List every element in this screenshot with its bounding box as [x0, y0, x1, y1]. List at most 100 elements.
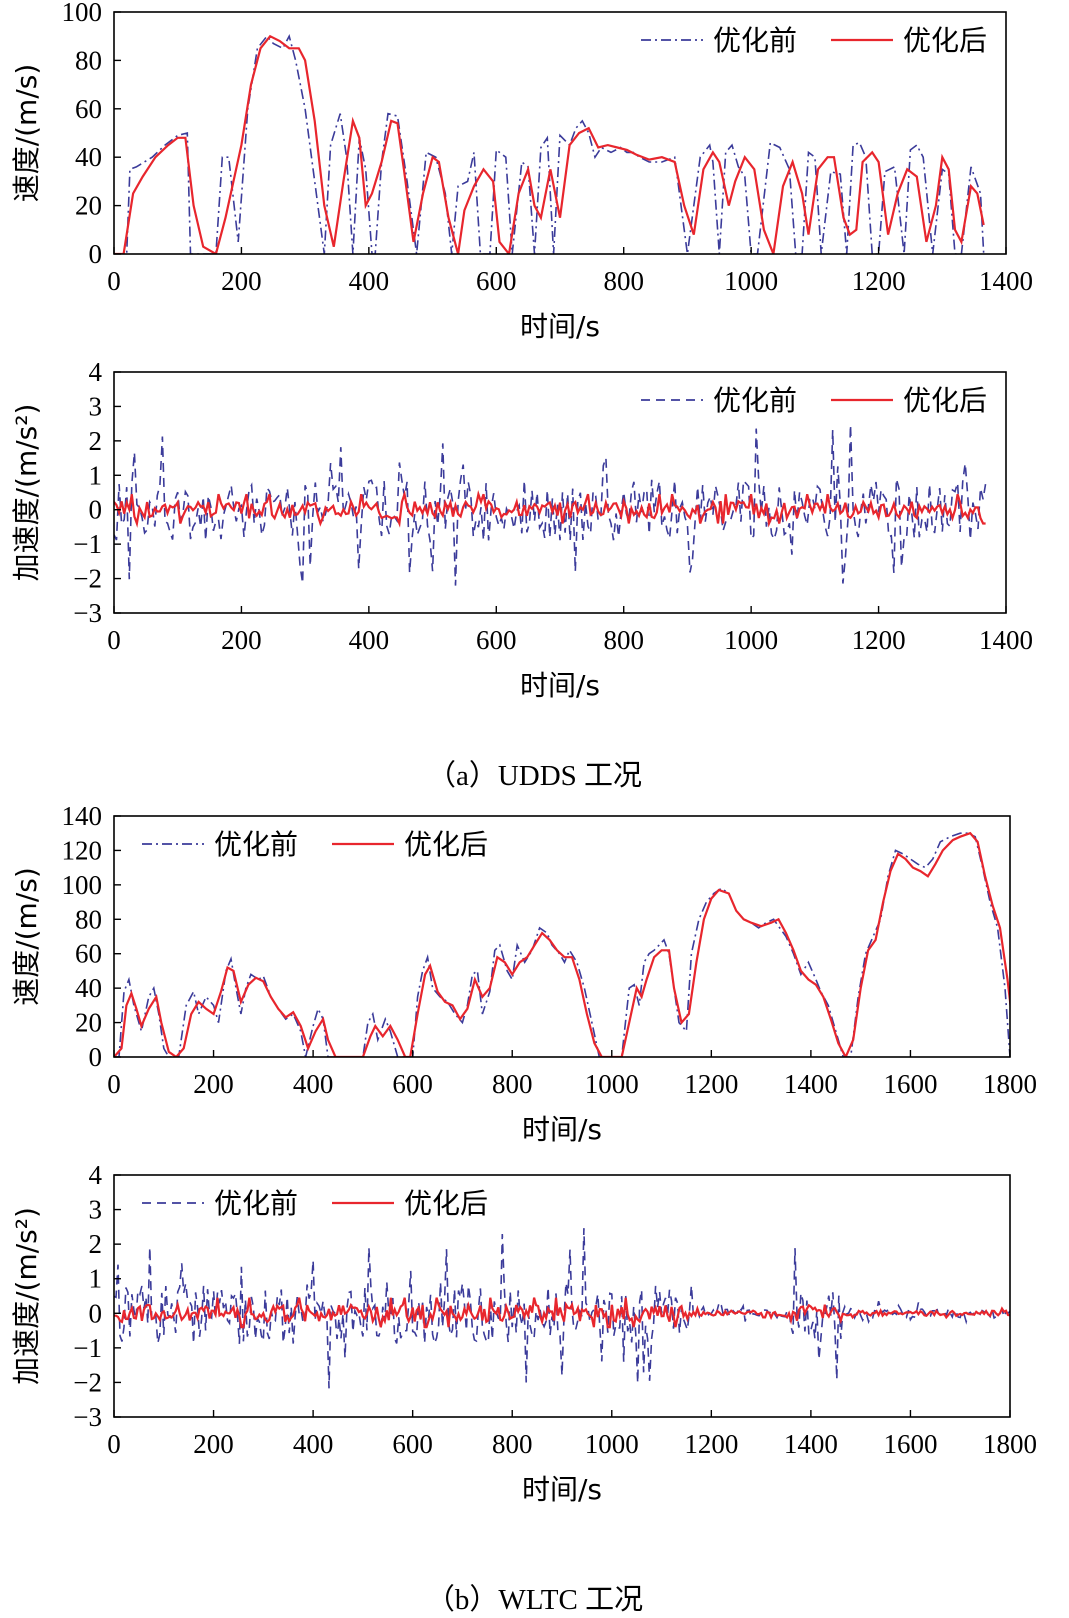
- x-tick-label: 800: [603, 266, 644, 296]
- x-axis-label: 时间/s: [520, 310, 600, 343]
- x-tick-label: 1000: [724, 625, 778, 655]
- y-axis-label: 加速度/(m/s²): [10, 404, 43, 582]
- y-axis-label: 速度/(m/s): [10, 64, 43, 203]
- x-tick-label: 1000: [585, 1429, 639, 1459]
- series-after-line: [114, 1297, 1010, 1329]
- x-tick-label: 1600: [883, 1429, 937, 1459]
- y-tick-label: 4: [89, 1160, 103, 1190]
- x-tick-label: 800: [492, 1069, 533, 1099]
- y-tick-label: 3: [89, 1195, 103, 1225]
- y-tick-label: 0: [89, 239, 103, 269]
- y-tick-label: 80: [75, 45, 102, 75]
- series-before-line: [114, 34, 985, 254]
- x-axis-label: 时间/s: [520, 669, 600, 702]
- series-before-line: [114, 832, 1010, 1057]
- y-axis-label: 速度/(m/s): [10, 867, 43, 1006]
- y-tick-label: 2: [89, 426, 103, 456]
- y-tick-label: 4: [89, 357, 103, 387]
- x-tick-label: 1200: [684, 1069, 738, 1099]
- x-tick-label: 0: [107, 1429, 121, 1459]
- x-tick-label: 1400: [979, 625, 1033, 655]
- x-tick-label: 600: [392, 1429, 433, 1459]
- plot-frame: [113, 11, 1007, 255]
- y-tick-label: 20: [75, 191, 102, 221]
- legend-before-label: 优化前: [214, 1187, 298, 1220]
- series-after-line: [114, 489, 986, 528]
- x-tick-label: 0: [107, 625, 121, 655]
- x-tick-label: 1000: [724, 266, 778, 296]
- y-tick-label: 2: [89, 1229, 103, 1259]
- legend-after-label: 优化后: [903, 384, 987, 417]
- y-tick-label: 80: [75, 904, 102, 934]
- y-tick-label: 140: [62, 801, 103, 831]
- chart-b-speed: 0 200 400 600 800 1000 1200 1400 1600 1800 0 20 40 60…: [10, 801, 1037, 1146]
- y-tick-label: 40: [75, 973, 102, 1003]
- y-tick-label: 100: [62, 870, 103, 900]
- series-before-line: [114, 1228, 1010, 1389]
- x-tick-label: 600: [476, 266, 517, 296]
- y-tick-label: −2: [73, 564, 102, 594]
- plot-frame: [113, 815, 1011, 1058]
- y-tick-label: 100: [62, 0, 103, 27]
- x-tick-label: 600: [392, 1069, 433, 1099]
- x-tick-label: 1200: [852, 625, 906, 655]
- x-tick-label: 1000: [585, 1069, 639, 1099]
- x-tick-label: 400: [293, 1429, 334, 1459]
- caption-a: （a）UDDS 工况: [426, 760, 643, 792]
- plot-frame: [113, 371, 1007, 614]
- x-tick-label: 1600: [883, 1069, 937, 1099]
- x-tick-label: 400: [349, 266, 390, 296]
- x-tick-label: 0: [107, 1069, 121, 1099]
- series-after-line: [114, 34, 985, 254]
- y-tick-label: −1: [73, 529, 102, 559]
- y-tick-label: 60: [75, 939, 102, 969]
- legend-after-label: 优化后: [404, 828, 488, 861]
- x-tick-label: 1400: [979, 266, 1033, 296]
- series-after-line: [114, 831, 1010, 1057]
- caption-b: （b）WLTC 工况: [425, 1584, 644, 1616]
- y-tick-label: 60: [75, 94, 102, 124]
- y-tick-label: 3: [89, 391, 103, 421]
- y-tick-label: 0: [89, 1042, 103, 1072]
- x-tick-label: 600: [476, 625, 517, 655]
- x-tick-label: 200: [193, 1069, 234, 1099]
- legend-after-label: 优化后: [404, 1187, 488, 1220]
- x-tick-label: 200: [221, 266, 262, 296]
- x-tick-label: 1400: [784, 1429, 838, 1459]
- x-tick-label: 1800: [983, 1429, 1037, 1459]
- legend-before-label: 优化前: [713, 24, 797, 57]
- x-tick-label: 400: [349, 625, 390, 655]
- y-tick-label: 0: [89, 495, 103, 525]
- y-axis-label: 加速度/(m/s²): [10, 1207, 43, 1385]
- y-tick-label: 120: [62, 835, 103, 865]
- y-tick-label: 0: [89, 1298, 103, 1328]
- legend-before-label: 优化前: [214, 828, 298, 861]
- x-tick-label: 1400: [784, 1069, 838, 1099]
- legend-before-label: 优化前: [713, 384, 797, 417]
- x-axis-label: 时间/s: [522, 1473, 602, 1506]
- y-tick-label: −2: [73, 1367, 102, 1397]
- legend-after-label: 优化后: [903, 24, 987, 57]
- x-axis-label: 时间/s: [522, 1113, 602, 1146]
- x-tick-label: 800: [492, 1429, 533, 1459]
- x-tick-label: 200: [193, 1429, 234, 1459]
- chart-b-acc: 0 200 400 600 800 1000 1200 1400 1600 1800 −3 −2 −1 0…: [10, 1160, 1037, 1506]
- y-tick-label: 20: [75, 1008, 102, 1038]
- plot-frame: [113, 1174, 1011, 1418]
- y-tick-label: 1: [89, 460, 103, 490]
- y-tick-label: −3: [73, 598, 102, 628]
- chart-a-acc: 0 200 400 600 800 1000 1200 1400 −3 −2 −1 0 1 2 3 4 时间/s…: [10, 357, 1033, 702]
- x-tick-label: 1200: [684, 1429, 738, 1459]
- x-tick-label: 1800: [983, 1069, 1037, 1099]
- y-tick-label: −1: [73, 1333, 102, 1363]
- x-tick-label: 200: [221, 625, 262, 655]
- y-tick-label: −3: [73, 1402, 102, 1432]
- y-tick-label: 40: [75, 142, 102, 172]
- x-tick-label: 800: [603, 625, 644, 655]
- x-tick-label: 1200: [852, 266, 906, 296]
- x-tick-label: 400: [293, 1069, 334, 1099]
- x-tick-label: 0: [107, 266, 121, 296]
- y-tick-label: 1: [89, 1264, 103, 1294]
- chart-a-speed: 0 200 400 600 800 1000 1200 1400 0 20 40 60 80 100 时间/…: [10, 0, 1033, 343]
